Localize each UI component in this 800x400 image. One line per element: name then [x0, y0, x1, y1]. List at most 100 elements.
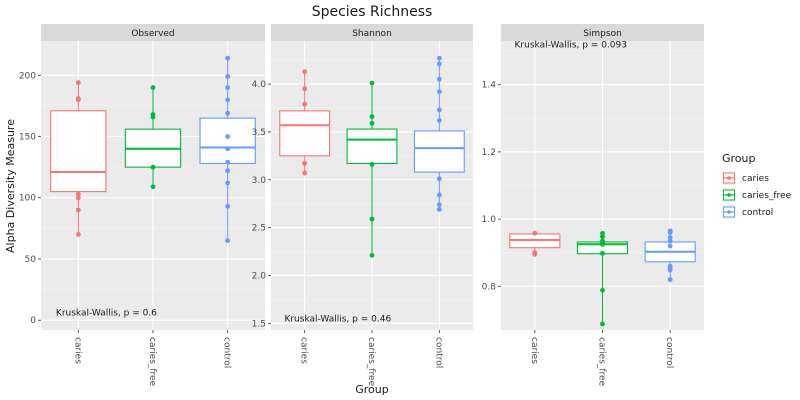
legend-key-point — [727, 210, 731, 214]
data-point — [75, 232, 81, 237]
data-point — [436, 207, 442, 212]
y-tick-label: 2.5 — [252, 224, 266, 234]
box-control — [199, 55, 256, 244]
data-point — [150, 184, 156, 190]
data-point — [225, 97, 231, 103]
legend-entry-control: control — [722, 205, 773, 219]
data-point — [600, 250, 605, 256]
box-control — [644, 228, 696, 282]
legend-entry-caries_free: caries_free — [722, 188, 792, 202]
legend-label: caries — [742, 174, 769, 184]
facet-strip-label: Observed — [131, 29, 174, 39]
data-point — [302, 101, 308, 107]
data-point — [600, 234, 605, 239]
y-tick-label: 3.0 — [252, 176, 267, 186]
x-axis-title: Group — [355, 383, 389, 396]
data-point — [225, 168, 231, 174]
data-point — [302, 161, 308, 166]
y-axis-title: Alpha Diversity Measure — [4, 119, 17, 253]
y-tick-label: 1.2 — [482, 148, 496, 158]
legend-entry-caries: caries — [722, 171, 769, 185]
box-iqr — [346, 128, 398, 165]
x-tick-label: control — [222, 337, 232, 368]
facet-panel-shannon: Shannon 1.5 2.0 2.5 3.0 3.5 4.0 caries caries_fr… — [252, 24, 473, 387]
data-point — [436, 89, 442, 95]
data-point — [369, 252, 375, 258]
data-point — [369, 114, 375, 119]
data-point — [436, 118, 442, 123]
facet-strip — [271, 24, 473, 41]
data-point — [436, 176, 442, 182]
y-tick-label: 4.0 — [252, 80, 267, 90]
data-point — [225, 203, 231, 209]
data-point — [225, 110, 231, 116]
chart-title: Species Richness — [312, 4, 433, 20]
data-point — [150, 164, 156, 170]
data-point — [150, 85, 156, 90]
x-tick-label: caries — [299, 337, 309, 364]
data-point — [225, 180, 231, 186]
legend-title: Group — [722, 152, 756, 165]
data-point — [369, 162, 375, 167]
data-point — [600, 230, 605, 236]
y-tick-label: 1.4 — [482, 81, 497, 91]
data-point — [667, 243, 673, 249]
data-point — [436, 55, 442, 61]
y-tick-label: 100 — [19, 194, 36, 204]
kruskal-wallis-annotation: Kruskal-Wallis, p = 0.46 — [284, 314, 391, 324]
data-point — [600, 321, 605, 327]
legend-label: caries_free — [742, 191, 792, 201]
box-caries_free — [576, 230, 629, 327]
data-point — [600, 241, 605, 247]
data-point — [225, 74, 231, 79]
box-caries_free — [346, 80, 398, 258]
data-point — [225, 146, 231, 152]
x-tick-label: control — [433, 337, 443, 368]
legend-label: control — [742, 208, 773, 218]
data-point — [532, 230, 538, 236]
legend-key-point — [727, 176, 731, 180]
kruskal-wallis-annotation: Kruskal-Wallis, p = 0.093 — [515, 41, 627, 51]
facet-strip — [501, 24, 704, 41]
y-tick-label: 1.0 — [482, 215, 497, 225]
facet-strip — [41, 24, 265, 41]
x-tick-label: control — [664, 337, 674, 368]
facet-panel-observed: Observed 0 50 100 150 200 caries caries_free con… — [19, 24, 265, 387]
data-point — [436, 76, 442, 82]
data-point — [667, 230, 673, 235]
box-caries — [279, 69, 331, 176]
facet-panels: Observed 0 50 100 150 200 caries caries_free con… — [19, 24, 704, 387]
y-tick-label: 200 — [19, 71, 36, 81]
y-tick-label: 0.8 — [482, 282, 497, 292]
data-point — [532, 251, 538, 257]
box-iqr — [199, 117, 256, 165]
box-caries — [50, 80, 107, 237]
x-tick-label: caries_free — [597, 337, 607, 387]
data-point — [225, 159, 231, 165]
facet-strip-label: Simpson — [583, 29, 622, 39]
data-point — [436, 107, 442, 113]
data-point — [75, 191, 81, 197]
kruskal-wallis-annotation: Kruskal-Wallis, p = 0.6 — [56, 308, 157, 318]
box-caries_free — [124, 85, 182, 190]
box-iqr — [50, 110, 107, 193]
data-point — [667, 267, 673, 273]
data-point — [75, 195, 81, 201]
data-point — [75, 207, 81, 213]
data-point — [667, 277, 673, 282]
data-point — [369, 80, 375, 86]
data-point — [150, 114, 156, 120]
box-iqr — [413, 130, 465, 173]
data-point — [225, 85, 231, 90]
y-tick-label: 1.5 — [252, 319, 266, 329]
y-tick-label: 150 — [19, 133, 36, 143]
data-point — [302, 69, 308, 75]
data-point — [75, 97, 81, 103]
y-tick-label: 3.5 — [252, 128, 266, 138]
box-control — [413, 55, 465, 212]
data-point — [436, 61, 442, 67]
facet-strip-label: Shannon — [352, 29, 392, 39]
box-iqr — [279, 110, 331, 157]
